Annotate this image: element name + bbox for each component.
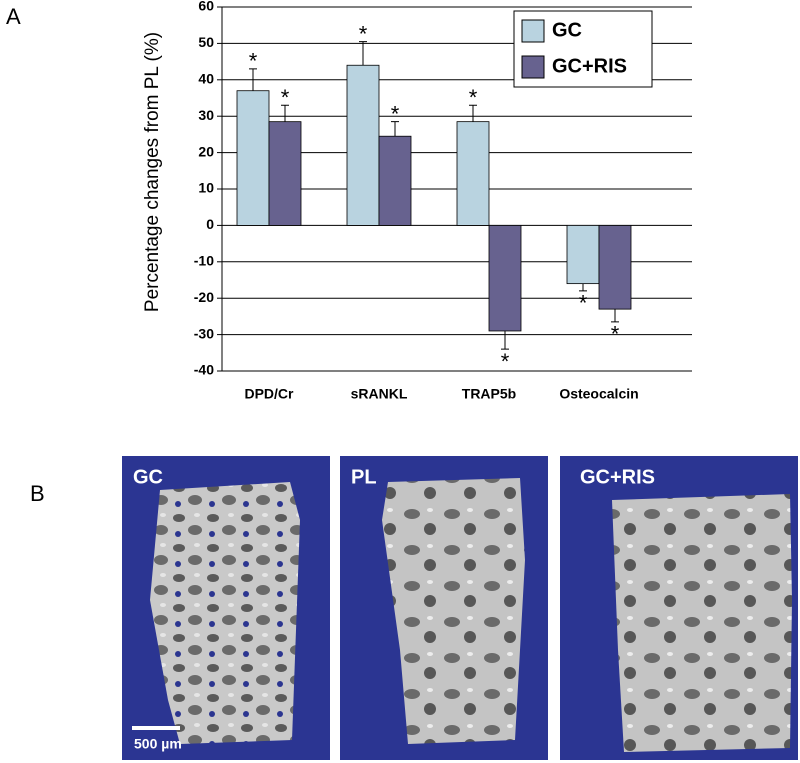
y-tick-label: 50 bbox=[198, 34, 214, 50]
bar bbox=[456, 121, 490, 226]
significance: * bbox=[501, 349, 510, 374]
x-tick-label: sRANKL bbox=[351, 386, 408, 402]
bone bbox=[150, 482, 300, 744]
chart: -40 -30 -20 -10 0 10 20 30 40 50 60 DPD/Cr * * sRANKL *… bbox=[194, 0, 692, 402]
bone bbox=[382, 478, 525, 744]
error-bar bbox=[579, 283, 587, 292]
y-tick-label: 20 bbox=[198, 143, 214, 159]
y-tick-label: 10 bbox=[198, 180, 214, 196]
panel-label: A bbox=[6, 4, 21, 29]
error-bar bbox=[611, 309, 619, 323]
scale-bar bbox=[132, 726, 180, 730]
bar bbox=[346, 64, 380, 226]
bar bbox=[378, 135, 412, 226]
significance: * bbox=[391, 101, 400, 126]
error-bar bbox=[281, 104, 289, 122]
legend-swatch bbox=[521, 19, 545, 43]
significance: * bbox=[579, 291, 588, 316]
y-tick-label: -40 bbox=[194, 362, 214, 378]
scale-label: 500 µm bbox=[134, 736, 182, 752]
image-label: PL bbox=[351, 466, 377, 488]
significance: * bbox=[281, 85, 290, 110]
legend-label: GC bbox=[552, 19, 582, 41]
image-label: GC bbox=[133, 466, 163, 488]
bar bbox=[566, 224, 600, 285]
y-tick-label: 0 bbox=[206, 216, 214, 232]
error-bar bbox=[249, 68, 257, 91]
significance: * bbox=[249, 49, 258, 74]
image-panels: GC 500 µm PL GC+RIS bbox=[122, 456, 798, 760]
image-label: GC+RIS bbox=[580, 466, 655, 488]
x-tick-label: Osteocalcin bbox=[559, 386, 638, 402]
significance: * bbox=[359, 21, 368, 46]
panel-label: B bbox=[30, 481, 45, 506]
significance: * bbox=[611, 322, 620, 347]
y-tick-label: -30 bbox=[194, 325, 214, 341]
legend-label: GC+RIS bbox=[552, 55, 627, 77]
y-tick-label: 30 bbox=[198, 107, 214, 123]
y-tick-label: -10 bbox=[194, 253, 214, 269]
error-bar bbox=[391, 121, 399, 137]
y-tick-label: 40 bbox=[198, 71, 214, 87]
x-tick-label: TRAP5b bbox=[462, 386, 516, 402]
bone bbox=[612, 494, 792, 752]
bar bbox=[236, 90, 270, 226]
error-bar bbox=[501, 330, 509, 350]
significance: * bbox=[469, 85, 478, 110]
bar bbox=[488, 224, 522, 332]
y-axis-label: Percentage changes from PL (%) bbox=[142, 32, 163, 312]
error-bar bbox=[359, 41, 367, 66]
error-bar bbox=[469, 104, 477, 122]
y-tick-label: 60 bbox=[198, 0, 214, 14]
bar bbox=[598, 224, 632, 310]
legend-swatch bbox=[521, 55, 545, 79]
y-tick-label: -20 bbox=[194, 289, 214, 305]
x-tick-label: DPD/Cr bbox=[244, 386, 294, 402]
bar bbox=[268, 121, 302, 226]
